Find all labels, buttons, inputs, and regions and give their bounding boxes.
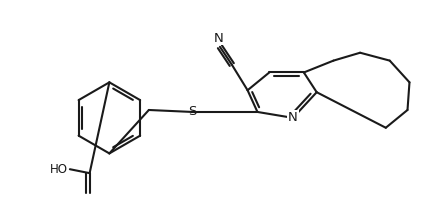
Text: S: S xyxy=(188,105,197,118)
Text: HO: HO xyxy=(50,163,68,176)
Text: N: N xyxy=(288,111,298,124)
Text: N: N xyxy=(214,32,224,45)
